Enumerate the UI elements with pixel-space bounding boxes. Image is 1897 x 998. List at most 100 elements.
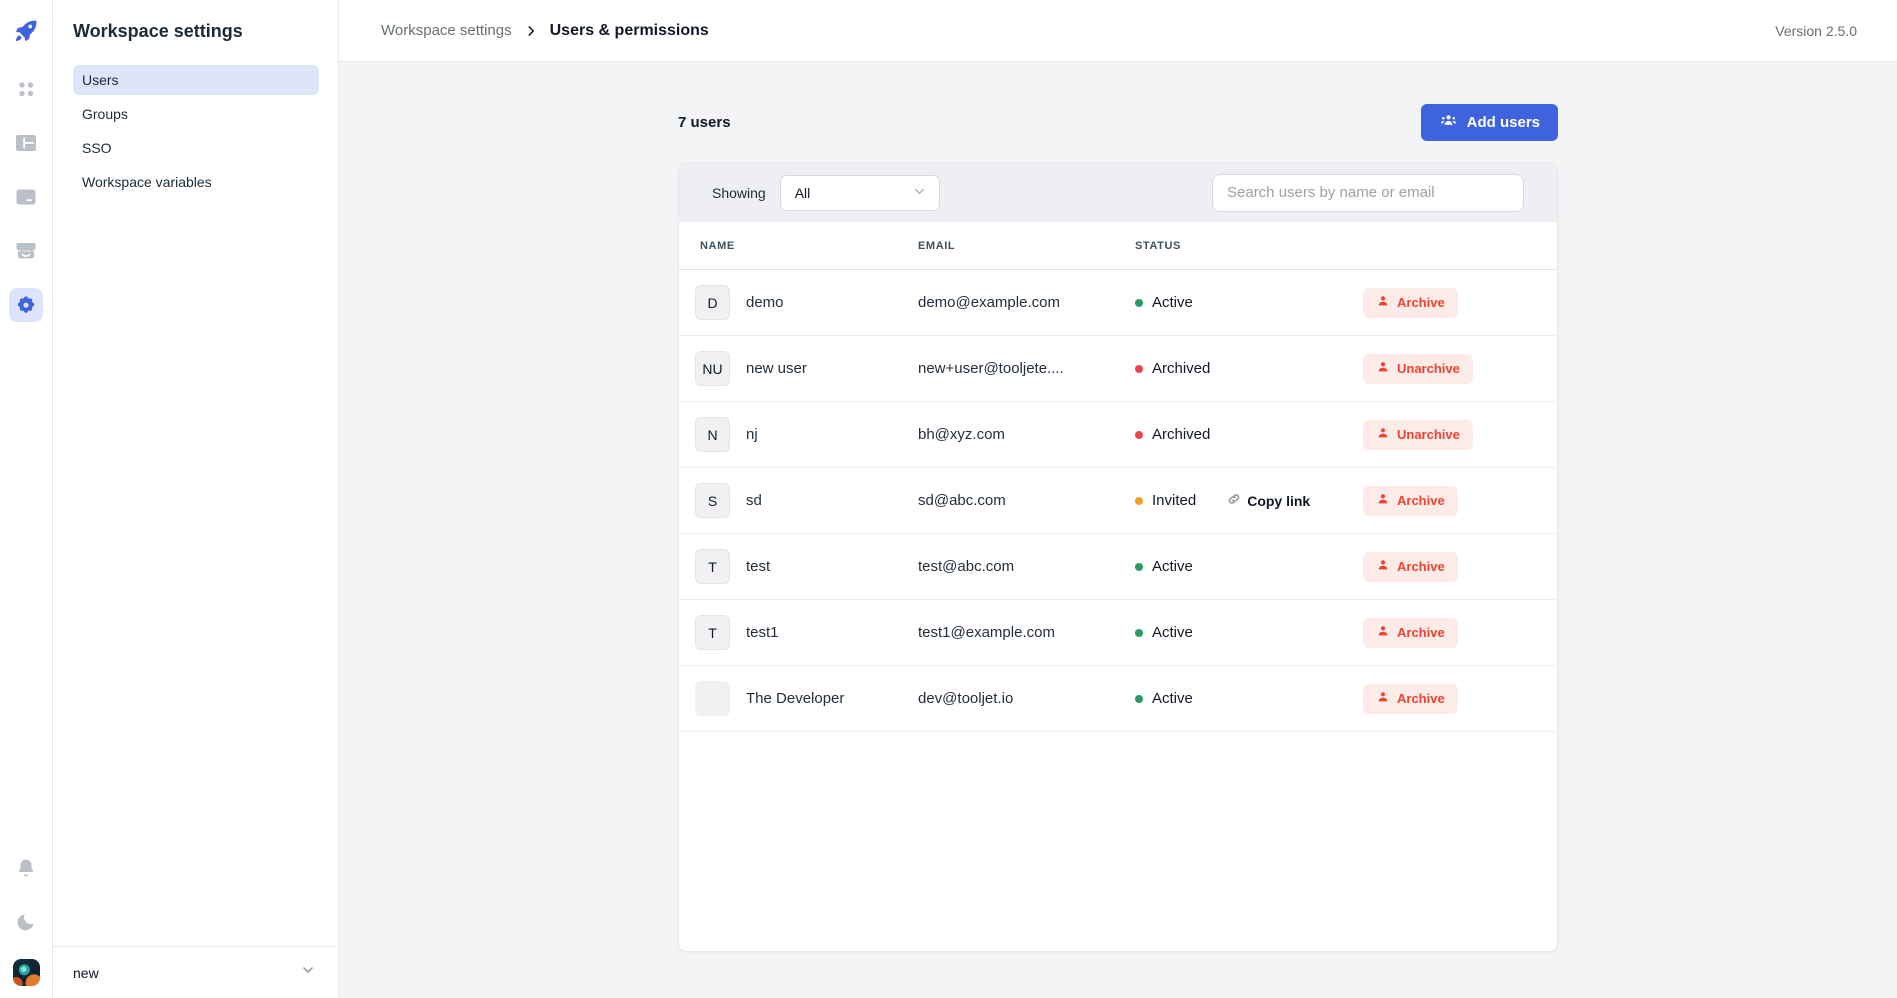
user-name: new user — [746, 360, 807, 377]
archive-toggle-label: Archive — [1397, 493, 1445, 508]
table-row: The Developer dev@tooljet.io Active — [679, 666, 1557, 732]
user-initials-avatar: NU — [695, 351, 730, 386]
notifications-bell-icon[interactable] — [9, 851, 43, 885]
person-icon — [1376, 624, 1390, 641]
user-status: Active — [1135, 690, 1347, 707]
person-icon — [1376, 558, 1390, 575]
sidebar-item-label: Workspace variables — [82, 174, 212, 190]
breadcrumb-parent[interactable]: Workspace settings — [381, 22, 512, 39]
user-email: new+user@tooljete.... — [918, 360, 1064, 377]
version-label: Version 2.5.0 — [1775, 22, 1857, 39]
dark-mode-moon-icon[interactable] — [9, 905, 43, 939]
archive-toggle-button[interactable]: Unarchive — [1363, 419, 1473, 450]
archive-toggle-button[interactable]: Archive — [1363, 287, 1458, 318]
topbar: Workspace settings Users & permissions V… — [339, 0, 1897, 62]
table-row: NU new user new+user@tooljete.... Archiv… — [679, 336, 1557, 402]
user-initials-avatar: D — [695, 285, 730, 320]
status-label: Active — [1152, 558, 1193, 575]
status-filter-value: All — [794, 184, 811, 201]
user-email: test1@example.com — [918, 624, 1055, 641]
status-label: Active — [1152, 624, 1193, 641]
showing-label: Showing — [712, 184, 766, 201]
status-dot-icon — [1135, 628, 1143, 637]
sidebar-item-users[interactable]: Users — [73, 65, 319, 95]
user-status: Active — [1135, 558, 1347, 575]
sidebar-item-label: SSO — [82, 140, 112, 156]
status-dot-icon — [1135, 364, 1143, 373]
status-label: Active — [1152, 690, 1193, 707]
status-label: Archived — [1152, 360, 1211, 377]
status-dot-icon — [1135, 496, 1143, 505]
user-status: Invited Copy link — [1135, 492, 1347, 509]
user-status: Active — [1135, 294, 1347, 311]
column-header-name: NAME — [700, 239, 735, 252]
user-name: nj — [746, 426, 758, 443]
chevron-down-icon — [912, 184, 927, 202]
users-header-row: 7 users Add users — [678, 104, 1558, 141]
main-area: Workspace settings Users & permissions V… — [339, 0, 1897, 998]
status-dot-icon — [1135, 562, 1143, 571]
copy-link-label: Copy link — [1247, 492, 1311, 509]
column-header-email: EMAIL — [918, 239, 956, 252]
archive-toggle-label: Unarchive — [1397, 427, 1460, 442]
sidebar-item-groups[interactable]: Groups — [73, 99, 319, 129]
sidebar-item-label: Users — [82, 72, 119, 88]
user-image-avatar — [695, 681, 730, 716]
user-name: test1 — [746, 624, 779, 641]
pages-layout-icon[interactable] — [9, 126, 43, 160]
user-name: The Developer — [746, 690, 845, 707]
sidebar-item-sso[interactable]: SSO — [73, 133, 319, 163]
table-row: T test1 test1@example.com Active — [679, 600, 1557, 666]
user-status: Archived — [1135, 360, 1347, 377]
user-name: test — [746, 558, 771, 575]
settings-sidebar: Workspace settings Users Groups SSO Work… — [53, 0, 339, 998]
status-dot-icon — [1135, 298, 1143, 307]
user-avatar[interactable] — [12, 959, 40, 986]
archive-toggle-label: Archive — [1397, 691, 1445, 706]
marketplace-icon[interactable] — [9, 234, 43, 268]
column-header-status: STATUS — [1135, 239, 1181, 252]
user-initials-avatar: T — [695, 615, 730, 650]
archive-toggle-label: Archive — [1397, 559, 1445, 574]
person-icon — [1376, 294, 1390, 311]
user-status: Active — [1135, 624, 1347, 641]
table-header: NAME EMAIL STATUS — [679, 222, 1557, 270]
archive-toggle-button[interactable]: Unarchive — [1363, 353, 1473, 384]
status-filter-select[interactable]: All — [779, 174, 940, 211]
user-initials-avatar: T — [695, 549, 730, 584]
table-row: N nj bh@xyz.com Archived — [679, 402, 1557, 468]
filter-bar: Showing All — [679, 163, 1557, 222]
archive-toggle-button[interactable]: Archive — [1363, 485, 1458, 516]
table-row: T test test@abc.com Active — [679, 534, 1557, 600]
user-initials-avatar: S — [695, 483, 730, 518]
archive-toggle-button[interactable]: Archive — [1363, 551, 1458, 582]
user-email: bh@xyz.com — [918, 426, 1005, 443]
status-dot-icon — [1135, 694, 1143, 703]
archive-toggle-label: Archive — [1397, 625, 1445, 640]
person-icon — [1376, 492, 1390, 509]
archive-toggle-button[interactable]: Archive — [1363, 683, 1458, 714]
add-users-button[interactable]: Add users — [1420, 104, 1558, 141]
apps-icon[interactable] — [9, 72, 43, 106]
sidebar-item-workspace-variables[interactable]: Workspace variables — [73, 167, 319, 197]
user-email: dev@tooljet.io — [918, 690, 1014, 707]
tooljet-logo-icon[interactable] — [9, 14, 43, 48]
breadcrumb-current: Users & permissions — [549, 21, 709, 39]
search-users-input[interactable] — [1212, 173, 1524, 212]
sidebar-title: Workspace settings — [73, 21, 243, 41]
sidebar-menu: Users Groups SSO Workspace variables — [53, 65, 338, 197]
chevron-down-icon — [300, 962, 316, 983]
copy-invite-link[interactable]: Copy link — [1227, 492, 1310, 509]
sidebar-item-label: Groups — [82, 106, 128, 122]
chevron-right-icon — [524, 24, 538, 38]
users-count: 7 users — [678, 114, 731, 131]
database-icon[interactable] — [9, 180, 43, 214]
archive-toggle-button[interactable]: Archive — [1363, 617, 1458, 648]
workspace-switcher[interactable]: new — [53, 946, 338, 998]
status-dot-icon — [1135, 430, 1143, 439]
workspace-settings-icon[interactable] — [9, 288, 43, 322]
link-icon — [1227, 492, 1241, 509]
person-icon — [1376, 426, 1390, 443]
add-users-label: Add users — [1466, 114, 1540, 131]
archive-toggle-label: Unarchive — [1397, 361, 1460, 376]
